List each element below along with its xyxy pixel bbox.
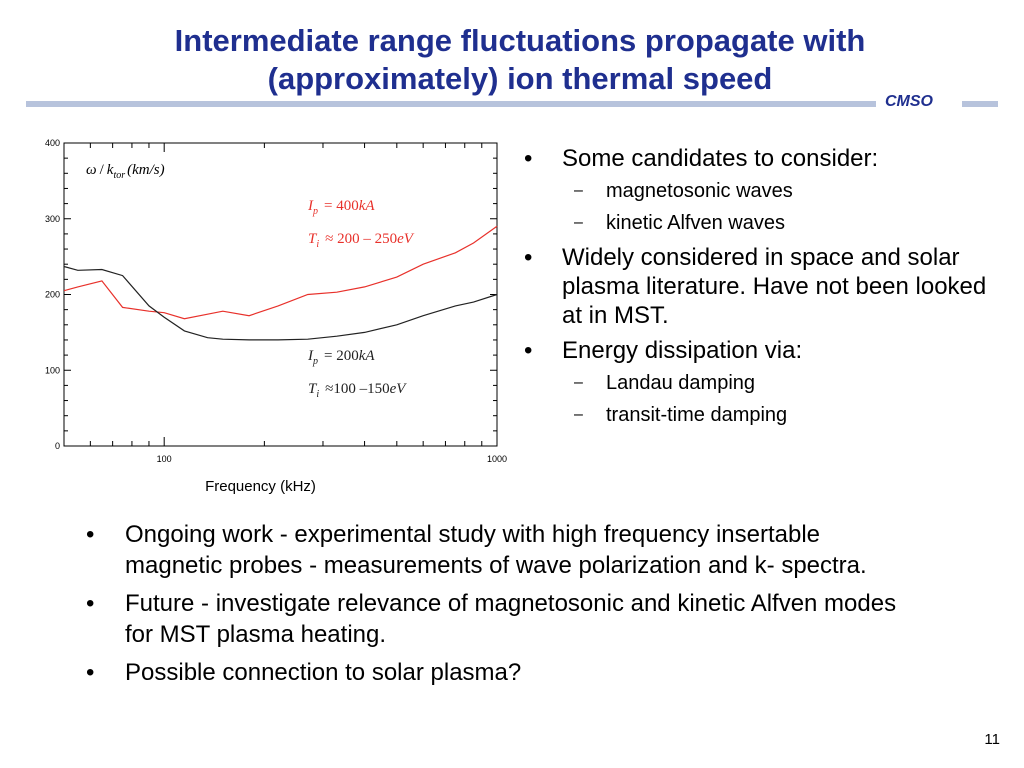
header-rule-left xyxy=(26,101,876,107)
units: (km/s) xyxy=(127,162,165,178)
bullet-dot: • xyxy=(86,521,95,548)
bullet-dot: • xyxy=(524,337,533,364)
title-line-2: (approximately) ion thermal speed xyxy=(267,61,773,96)
bullet-dot: • xyxy=(524,145,533,172)
sub-bullet-item: – magnetosonic waves xyxy=(562,177,990,205)
sub-bullet-text: transit-time damping xyxy=(606,404,788,426)
chart-series xyxy=(63,225,498,341)
label-sub: i xyxy=(316,389,319,400)
bottom-bullet-text: Future - investigate relevance of magnet… xyxy=(125,590,897,648)
label-unit: eV xyxy=(397,231,415,247)
sub-bullet-list: – magnetosonic waves – kinetic Alfven waves xyxy=(562,177,990,237)
title-line-1: Intermediate range fluctuations propagat… xyxy=(174,23,866,58)
bottom-bullet-text: Ongoing work - experimental study with h… xyxy=(125,521,867,579)
sub-bullet-dash: – xyxy=(574,406,583,423)
k-symbol: k xyxy=(107,162,114,178)
right-bullet-item: • Some candidates to consider: – magnetoson… xyxy=(520,144,990,237)
label-rel: = 400 xyxy=(324,198,359,214)
right-bullet-text: Widely considered in space and solar pla… xyxy=(562,244,987,329)
slide-title: Intermediate range fluctuations propagat… xyxy=(90,22,950,98)
series-2-label-line: Ti ≈100 –150eV xyxy=(308,381,407,400)
bullet-dot: • xyxy=(524,244,533,271)
sub-bullet-list: – Landau damping – transit-time damping xyxy=(562,369,990,429)
sub-bullet-text: kinetic Alfven waves xyxy=(606,212,785,234)
right-bullet-item: • Energy dissipation via: – Landau damping –… xyxy=(520,336,990,429)
label-rel: ≈ 200 – 250 xyxy=(325,231,397,247)
sub-bullet-text: magnetosonic waves xyxy=(606,180,793,202)
y-tick-label: 100 xyxy=(45,365,60,375)
bottom-bullet-item: • Future - investigate relevance of magne… xyxy=(78,588,898,650)
bottom-bullet-text: Possible connection to solar plasma? xyxy=(125,659,522,686)
series-line-1 xyxy=(63,225,498,320)
k-subscript: tor xyxy=(113,170,125,181)
cmso-logo-text: CMSO xyxy=(885,93,933,110)
label-var: T xyxy=(308,231,318,247)
x-axis-label: Frequency (kHz) xyxy=(205,478,316,495)
label-unit: eV xyxy=(390,381,408,397)
bottom-bullet-item: • Ongoing work - experimental study with … xyxy=(78,519,898,581)
x-tick-label: 1000 xyxy=(487,454,507,464)
y-tick-label: 200 xyxy=(45,290,60,300)
right-bullet-text: Some candidates to consider: xyxy=(562,145,879,172)
series-2-label-line: Ip = 200kA xyxy=(307,348,375,367)
label-sub: p xyxy=(312,206,318,217)
label-unit: kA xyxy=(359,348,376,364)
header-rule-right xyxy=(962,101,998,107)
right-bullet-text: Energy dissipation via: xyxy=(562,337,803,364)
y-tick-label: 0 xyxy=(55,441,60,451)
chart-axes: 0 100 200 300 400 100 1000 Frequency (kHz) xyxy=(45,138,507,495)
label-sub: i xyxy=(316,239,319,250)
plot-frame xyxy=(63,142,498,447)
label-unit: kA xyxy=(359,198,376,214)
slash: / xyxy=(100,162,105,178)
omega-symbol: ω xyxy=(86,162,97,178)
y-tick-label: 300 xyxy=(45,214,60,224)
sub-bullet-item: – kinetic Alfven waves xyxy=(562,209,990,237)
y-tick-label: 400 xyxy=(45,138,60,148)
label-var: I xyxy=(307,198,314,214)
label-rel: = 200 xyxy=(324,348,359,364)
series-1-label-line: Ip = 400kA xyxy=(307,198,375,217)
right-bullet-list: • Some candidates to consider: – magnetoson… xyxy=(520,144,990,435)
bottom-bullet-list: • Ongoing work - experimental study with … xyxy=(78,519,898,695)
right-bullet-item: • Widely considered in space and solar pl… xyxy=(520,243,990,330)
label-rel: ≈100 –150 xyxy=(325,381,389,397)
sub-bullet-dash: – xyxy=(574,182,583,199)
bullet-dot: • xyxy=(86,659,95,686)
bottom-bullet-item: • Possible connection to solar plasma? xyxy=(78,657,898,688)
label-var: I xyxy=(307,348,314,364)
x-tick-label: 100 xyxy=(157,454,172,464)
series-1-label-line: Ti ≈ 200 – 250eV xyxy=(308,231,415,250)
y-quantity-label: ω / ktor (km/s) xyxy=(86,162,165,181)
sub-bullet-dash: – xyxy=(574,374,583,391)
sub-bullet-text: Landau damping xyxy=(606,372,756,394)
sub-bullet-dash: – xyxy=(574,214,583,231)
bullet-dot: • xyxy=(86,590,95,617)
series-line-2 xyxy=(63,265,498,341)
sub-bullet-item: – Landau damping xyxy=(562,369,990,397)
frequency-speed-chart: 0 100 200 300 400 100 1000 Frequency (kHz) ω / kt… xyxy=(45,138,507,495)
label-sub: p xyxy=(312,356,318,367)
sub-bullet-item: – transit-time damping xyxy=(562,401,990,429)
page-number: 11 xyxy=(984,731,1000,748)
label-var: T xyxy=(308,381,318,397)
